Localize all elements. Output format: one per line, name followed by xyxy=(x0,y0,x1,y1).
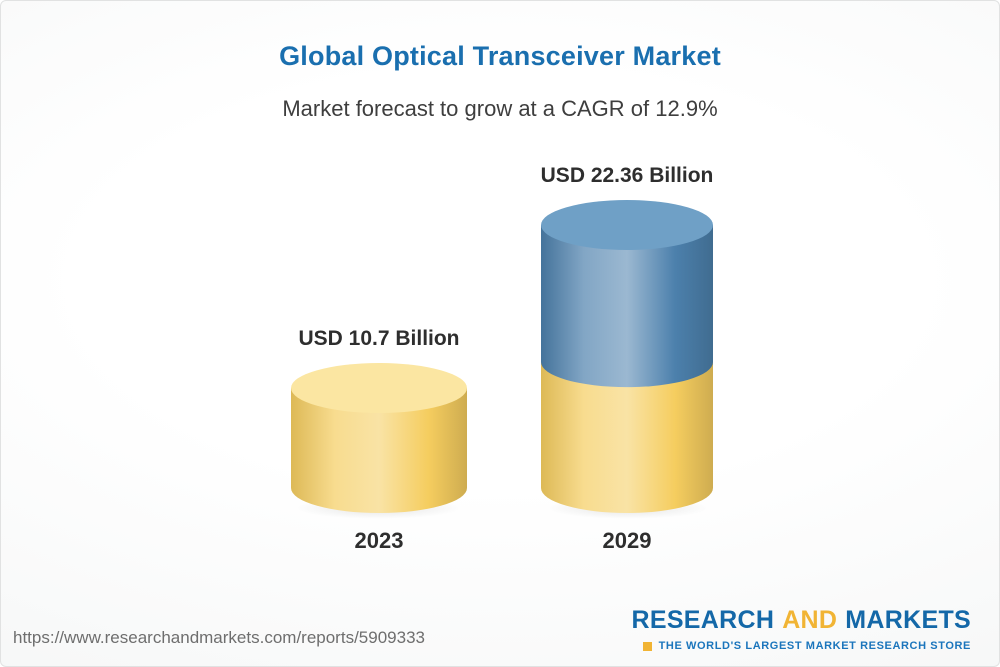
bar-category-label: 2023 xyxy=(354,528,404,553)
cylinder-graphic xyxy=(541,200,713,513)
logo-bullet-square-icon xyxy=(642,641,652,651)
research-and-markets-logo: RESEARCH AND MARKETS THE WORLD'S LARGEST… xyxy=(632,606,972,652)
logo-word-markets: MARKETS xyxy=(845,606,971,634)
logo-word-and: AND xyxy=(782,606,838,634)
footer: https://www.researchandmarkets.com/repor… xyxy=(1,606,999,666)
logo-tagline-row: THE WORLD'S LARGEST MARKET RESEARCH STOR… xyxy=(642,640,971,652)
chart-title: Global Optical Transceiver Market xyxy=(279,41,721,71)
bar-value-label: USD 10.7 Billion xyxy=(298,327,460,350)
logo-tagline: THE WORLD'S LARGEST MARKET RESEARCH STOR… xyxy=(658,640,971,652)
chart-subtitle: Market forecast to grow at a CAGR of 12.… xyxy=(282,96,718,121)
report-url[interactable]: https://www.researchandmarkets.com/repor… xyxy=(13,628,425,647)
bar-category-label: 2029 xyxy=(602,528,652,553)
bar-2023: USD 10.7 Billion 2023 xyxy=(264,327,494,553)
chart-header: Global Optical Transceiver Market Market… xyxy=(1,41,999,122)
bar-2029: USD 22.36 Billion 2029 xyxy=(515,164,739,553)
bar-value-label: USD 22.36 Billion xyxy=(540,164,714,187)
logo-word-research: RESEARCH xyxy=(631,606,775,634)
cylinder-graphic xyxy=(291,363,467,513)
logo-wordmark: RESEARCH AND MARKETS xyxy=(632,606,972,635)
